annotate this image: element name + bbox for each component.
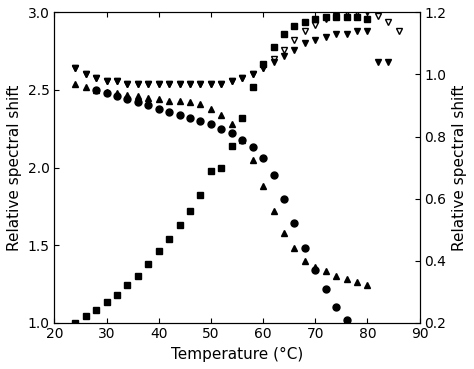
Y-axis label: Relative spectral shift: Relative spectral shift	[7, 85, 22, 251]
Y-axis label: Relative spectral shift: Relative spectral shift	[452, 85, 467, 251]
X-axis label: Temperature (°C): Temperature (°C)	[171, 347, 303, 362]
